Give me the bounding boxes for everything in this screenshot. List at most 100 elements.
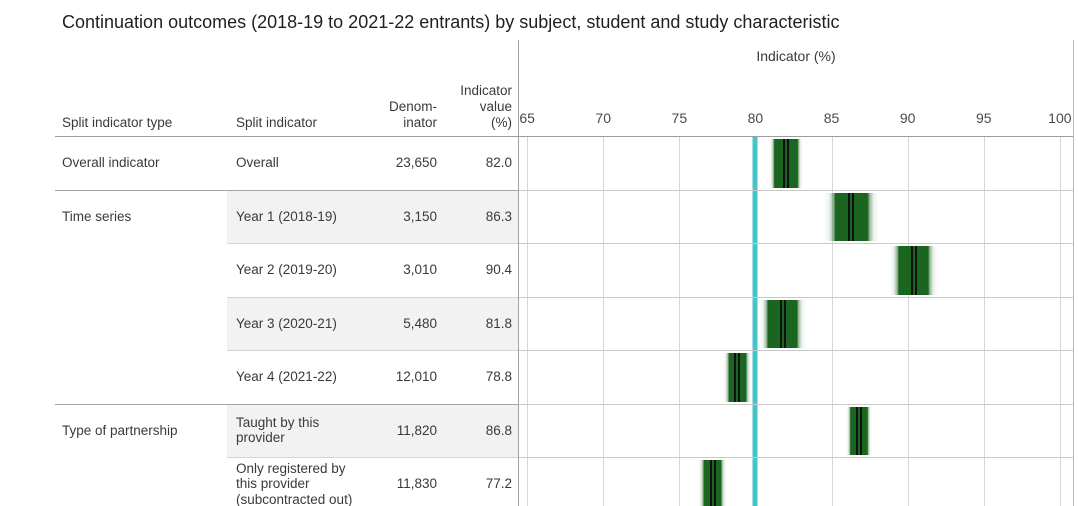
axis-tick-label: 100	[1048, 110, 1072, 126]
axis-tick-label: 85	[823, 110, 840, 126]
chart-left-border	[518, 40, 519, 506]
axis-tick-label: 90	[899, 110, 916, 126]
cell-split-indicator: Only registered by this provider (subcon…	[236, 460, 353, 506]
axis-gridline	[527, 136, 529, 506]
axis-gridline	[679, 136, 681, 506]
col-header-denominator-line2: inator	[403, 115, 437, 130]
cell-indicator-value: 90.4	[485, 262, 512, 277]
table-row: Only registered by this provider (subcon…	[0, 457, 1078, 506]
col-header-indicator-value-line2: value	[479, 99, 512, 114]
chart-plot-area	[518, 136, 1074, 506]
row-separator-table	[227, 457, 518, 458]
table-row: Time series Year 1 (2018-19) 3,150 86.3	[0, 189, 1078, 244]
axis-tick-layer: 65 70 75 80 85 90 95 100	[518, 110, 1074, 136]
cell-split-indicator-type: Time series	[62, 208, 132, 224]
axis-gridline	[603, 136, 605, 506]
chart-row	[518, 404, 1074, 458]
chart-row	[518, 297, 1074, 351]
axis-tick-label: 75	[671, 110, 688, 126]
cell-denominator: 23,650	[395, 155, 437, 170]
table-header: Split indicator type Split indicator Den…	[0, 40, 1078, 136]
chart-row	[518, 190, 1074, 244]
header-bottom-border	[55, 136, 1074, 137]
cell-split-indicator: Year 4 (2021-22)	[236, 369, 337, 384]
indicator-value-marker	[734, 353, 741, 402]
cell-denominator: 3,150	[403, 208, 437, 224]
col-header-indicator-value-line3: (%)	[491, 115, 512, 130]
confidence-band	[823, 192, 879, 241]
confidence-band	[889, 246, 939, 295]
row-separator-table	[227, 350, 518, 351]
cell-split-indicator: Year 1 (2018-19)	[236, 208, 337, 224]
indicator-value-marker	[910, 246, 917, 295]
axis-tick-label: 80	[747, 110, 764, 126]
reference-line	[752, 136, 758, 506]
cell-split-indicator: Year 3 (2020-21)	[236, 315, 337, 331]
cell-indicator-value: 86.3	[485, 208, 512, 224]
confidence-band	[698, 460, 728, 506]
chart-row	[518, 457, 1074, 506]
col-header-split-indicator-type: Split indicator type	[62, 115, 173, 130]
axis-title: Indicator (%)	[756, 48, 836, 64]
page-title: Continuation outcomes (2018-19 to 2021-2…	[62, 12, 840, 32]
chart-row	[518, 243, 1074, 297]
indicator-value-marker	[709, 460, 716, 506]
col-header-indicator-value: Indicator value (%)	[430, 83, 512, 131]
axis-gridline	[831, 136, 833, 506]
chart-row	[518, 350, 1074, 404]
section-separator	[55, 403, 518, 405]
row-separator-chart	[518, 403, 1074, 405]
confidence-band	[722, 353, 752, 402]
confidence-band	[759, 299, 807, 348]
indicator-value-marker	[855, 406, 862, 455]
axis-tick-label: 65	[519, 110, 535, 126]
confidence-band	[845, 406, 872, 455]
row-shade-background	[227, 403, 518, 457]
cell-indicator-value: 78.8	[485, 369, 512, 384]
chart-right-border	[1073, 40, 1074, 506]
table-row: Overall indicator Overall 23,650 82.0	[0, 136, 1078, 190]
table-row: Year 3 (2020-21) 5,480 81.8	[0, 296, 1078, 351]
chart-row	[518, 136, 1074, 190]
cell-denominator: 5,480	[403, 315, 437, 331]
cell-denominator: 3,010	[403, 262, 437, 277]
col-header-denominator-line1: Denom-	[388, 99, 437, 114]
cell-indicator-value: 77.2	[485, 476, 512, 491]
row-separator-table	[227, 296, 518, 298]
cell-split-indicator-type: Type of partnership	[62, 422, 178, 438]
confidence-band	[769, 139, 803, 188]
row-shade-background	[227, 296, 518, 350]
row-separator-table	[227, 243, 518, 244]
axis-tick-label: 95	[975, 110, 992, 126]
cell-indicator-value: 82.0	[485, 155, 512, 170]
row-shade-background	[227, 189, 518, 243]
axis-tick-label: 70	[595, 110, 612, 126]
indicator-value-marker	[779, 299, 786, 348]
row-separator-chart	[518, 350, 1074, 351]
cell-indicator-value: 81.8	[485, 315, 512, 331]
table-row: Type of partnership Taught by this provid…	[0, 403, 1078, 458]
indicator-value-marker	[848, 192, 855, 241]
cell-denominator: 11,830	[396, 476, 437, 491]
col-header-denominator: Denom- inator	[350, 99, 437, 131]
col-header-indicator-value-line1: Indicator	[460, 83, 512, 98]
cell-denominator: 11,820	[396, 422, 437, 438]
cell-split-indicator: Overall	[236, 155, 279, 170]
row-separator-chart	[518, 296, 1074, 298]
table-row: Year 2 (2019-20) 3,010 90.4	[0, 243, 1078, 297]
axis-gridline	[983, 136, 985, 506]
row-separator-chart	[518, 243, 1074, 244]
cell-split-indicator: Taught by this provider	[236, 414, 320, 446]
cell-split-indicator: Year 2 (2019-20)	[236, 262, 337, 277]
col-header-split-indicator: Split indicator	[236, 115, 318, 130]
axis-gridline	[907, 136, 909, 506]
axis-gridline	[1059, 136, 1061, 506]
cell-denominator: 12,010	[395, 369, 437, 384]
table-row: Year 4 (2021-22) 12,010 78.8	[0, 350, 1078, 404]
row-separator-chart	[518, 457, 1074, 458]
indicator-value-marker	[782, 139, 789, 188]
section-separator	[55, 189, 518, 191]
row-separator-chart	[518, 189, 1074, 191]
cell-indicator-value: 86.8	[485, 422, 512, 438]
